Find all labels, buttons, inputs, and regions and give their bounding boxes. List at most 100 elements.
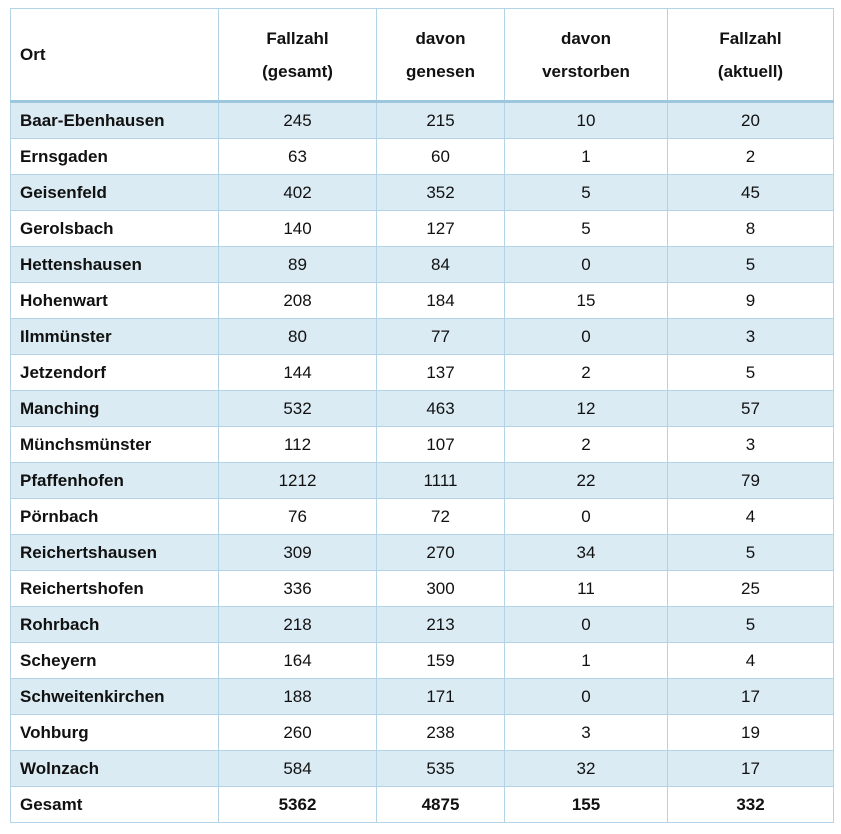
number-cell: 57: [667, 390, 834, 427]
header-row: Ort Fallzahl (gesamt) davon genesen davon vers…: [10, 8, 834, 103]
table-row: Manching 532 463 12 57: [10, 390, 834, 427]
number-cell: 352: [376, 174, 505, 211]
number-cell: 4: [667, 642, 834, 679]
number-cell: 3: [667, 426, 834, 463]
table-row: Scheyern 164 159 1 4: [10, 642, 834, 679]
number-cell: 402: [218, 174, 377, 211]
place-cell: Pfaffenhofen: [10, 462, 219, 499]
number-cell: 19: [667, 714, 834, 751]
header-line: (gesamt): [262, 61, 333, 81]
place-cell: Manching: [10, 390, 219, 427]
number-cell: 60: [376, 138, 505, 175]
number-cell: 535: [376, 750, 505, 787]
number-cell: 8: [667, 210, 834, 247]
number-cell: 20: [667, 101, 834, 139]
number-cell: 25: [667, 570, 834, 607]
number-cell: 463: [376, 390, 505, 427]
number-cell: 0: [504, 498, 668, 535]
number-cell: 11: [504, 570, 668, 607]
table-row: Wolnzach 584 535 32 17: [10, 750, 834, 787]
place-cell: Reichertshofen: [10, 570, 219, 607]
table-body: Baar-Ebenhausen 245 215 10 20 Ernsgaden 63 60 1 2…: [10, 101, 834, 823]
place-cell: Ilmmünster: [10, 318, 219, 355]
table-row: Jetzendorf 144 137 2 5: [10, 354, 834, 391]
place-cell: Gerolsbach: [10, 210, 219, 247]
total-label: Gesamt: [10, 786, 219, 823]
place-cell: Wolnzach: [10, 750, 219, 787]
number-cell: 17: [667, 750, 834, 787]
header-line: (aktuell): [717, 61, 784, 81]
table-row: Gerolsbach 140 127 5 8: [10, 210, 834, 247]
number-cell: 1: [504, 642, 668, 679]
place-cell: Münchsmünster: [10, 426, 219, 463]
number-cell: 4: [667, 498, 834, 535]
number-cell: 5: [504, 174, 668, 211]
number-cell: 532: [218, 390, 377, 427]
number-cell: 3: [667, 318, 834, 355]
number-cell: 300: [376, 570, 505, 607]
number-cell: 270: [376, 534, 505, 571]
place-cell: Ernsgaden: [10, 138, 219, 175]
table-row: Schweitenkirchen 188 171 0 17: [10, 678, 834, 715]
number-cell: 45: [667, 174, 834, 211]
table-row: Baar-Ebenhausen 245 215 10 20: [10, 101, 834, 139]
number-cell: 1: [504, 138, 668, 175]
number-cell: 208: [218, 282, 377, 319]
place-cell: Reichertshausen: [10, 534, 219, 571]
place-cell: Hohenwart: [10, 282, 219, 319]
table-row: Pfaffenhofen 1212 1111 22 79: [10, 462, 834, 499]
number-cell: 309: [218, 534, 377, 571]
number-cell: 34: [504, 534, 668, 571]
number-cell: 112: [218, 426, 377, 463]
number-cell: 171: [376, 678, 505, 715]
header-line: davon: [415, 28, 466, 48]
table-row: Vohburg 260 238 3 19: [10, 714, 834, 751]
total-cell: 332: [667, 786, 834, 823]
number-cell: 12: [504, 390, 668, 427]
header-cell: Fallzahl (gesamt): [218, 8, 377, 103]
total-cell: 155: [504, 786, 668, 823]
number-cell: 0: [504, 246, 668, 283]
number-cell: 79: [667, 462, 834, 499]
number-cell: 0: [504, 678, 668, 715]
number-cell: 2: [667, 138, 834, 175]
number-cell: 5: [504, 210, 668, 247]
header-cell: davon genesen: [376, 8, 505, 103]
number-cell: 127: [376, 210, 505, 247]
number-cell: 137: [376, 354, 505, 391]
number-cell: 15: [504, 282, 668, 319]
total-cell: 4875: [376, 786, 505, 823]
number-cell: 9: [667, 282, 834, 319]
header-cell: davon verstorben: [504, 8, 668, 103]
number-cell: 260: [218, 714, 377, 751]
number-cell: 0: [504, 318, 668, 355]
place-cell: Hettenshausen: [10, 246, 219, 283]
number-cell: 159: [376, 642, 505, 679]
place-cell: Geisenfeld: [10, 174, 219, 211]
number-cell: 2: [504, 426, 668, 463]
number-cell: 72: [376, 498, 505, 535]
table-row: Rohrbach 218 213 0 5: [10, 606, 834, 643]
number-cell: 107: [376, 426, 505, 463]
place-cell: Schweitenkirchen: [10, 678, 219, 715]
table-row: Hohenwart 208 184 15 9: [10, 282, 834, 319]
table-row: Reichertshofen 336 300 11 25: [10, 570, 834, 607]
header-line: Fallzahl: [266, 28, 329, 48]
place-cell: Vohburg: [10, 714, 219, 751]
header-line: davon: [560, 28, 612, 48]
number-cell: 3: [504, 714, 668, 751]
header-cell: Ort: [10, 8, 219, 103]
table-row: Ilmmünster 80 77 0 3: [10, 318, 834, 355]
place-cell: Jetzendorf: [10, 354, 219, 391]
number-cell: 164: [218, 642, 377, 679]
number-cell: 2: [504, 354, 668, 391]
number-cell: 218: [218, 606, 377, 643]
number-cell: 184: [376, 282, 505, 319]
number-cell: 215: [376, 101, 505, 139]
number-cell: 336: [218, 570, 377, 607]
number-cell: 5: [667, 246, 834, 283]
number-cell: 188: [218, 678, 377, 715]
total-cell: 5362: [218, 786, 377, 823]
number-cell: 32: [504, 750, 668, 787]
